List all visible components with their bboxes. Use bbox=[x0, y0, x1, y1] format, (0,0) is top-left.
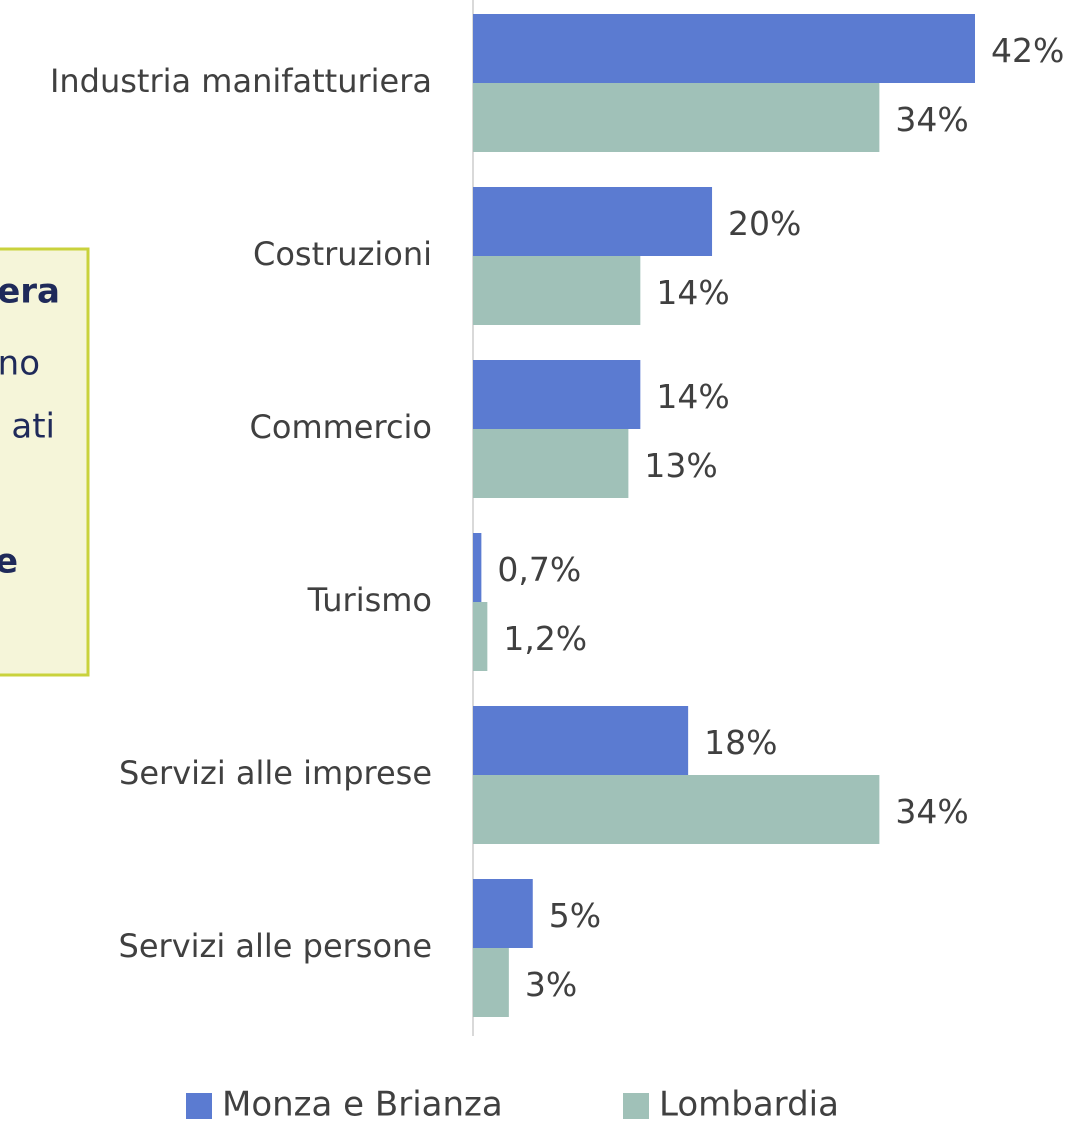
value-label: 14% bbox=[656, 273, 729, 312]
value-label: 34% bbox=[895, 792, 968, 831]
legend-swatch bbox=[186, 1093, 212, 1119]
value-label: 18% bbox=[704, 723, 777, 762]
value-label: 42% bbox=[991, 31, 1064, 70]
value-label: 0,7% bbox=[497, 550, 581, 589]
annotation-text: e bbox=[0, 542, 18, 582]
value-label: 3% bbox=[525, 965, 577, 1004]
category-label: Turismo bbox=[307, 581, 432, 619]
bar bbox=[473, 533, 482, 602]
category-label: Servizi alle persone bbox=[119, 927, 432, 965]
annotation-text: ati bbox=[11, 407, 55, 447]
bar bbox=[473, 879, 533, 948]
value-label: 5% bbox=[549, 896, 601, 935]
category-label: Industria manifatturiera bbox=[50, 62, 432, 100]
value-label: 20% bbox=[728, 204, 801, 243]
value-label: 13% bbox=[644, 446, 717, 485]
value-label: 34% bbox=[895, 100, 968, 139]
legend-label: Lombardia bbox=[659, 1085, 839, 1122]
annotation-text: no bbox=[0, 344, 40, 384]
annotation-text: era bbox=[0, 272, 60, 312]
value-label: 14% bbox=[656, 377, 729, 416]
category-label: Costruzioni bbox=[253, 235, 432, 273]
legend-label: Monza e Brianza bbox=[222, 1085, 503, 1122]
bar bbox=[473, 83, 880, 152]
bar bbox=[473, 602, 488, 671]
value-label: 1,2% bbox=[503, 619, 587, 658]
annotation-box bbox=[0, 247, 90, 677]
bar bbox=[473, 187, 713, 256]
bar bbox=[473, 360, 641, 429]
bar bbox=[473, 706, 689, 775]
category-label: Servizi alle imprese bbox=[119, 754, 432, 792]
category-label: Commercio bbox=[250, 408, 432, 446]
bar bbox=[473, 948, 509, 1017]
bar bbox=[473, 775, 880, 844]
bar bbox=[473, 14, 975, 83]
bar bbox=[473, 429, 629, 498]
bar bbox=[473, 256, 641, 325]
legend-swatch bbox=[623, 1093, 649, 1119]
